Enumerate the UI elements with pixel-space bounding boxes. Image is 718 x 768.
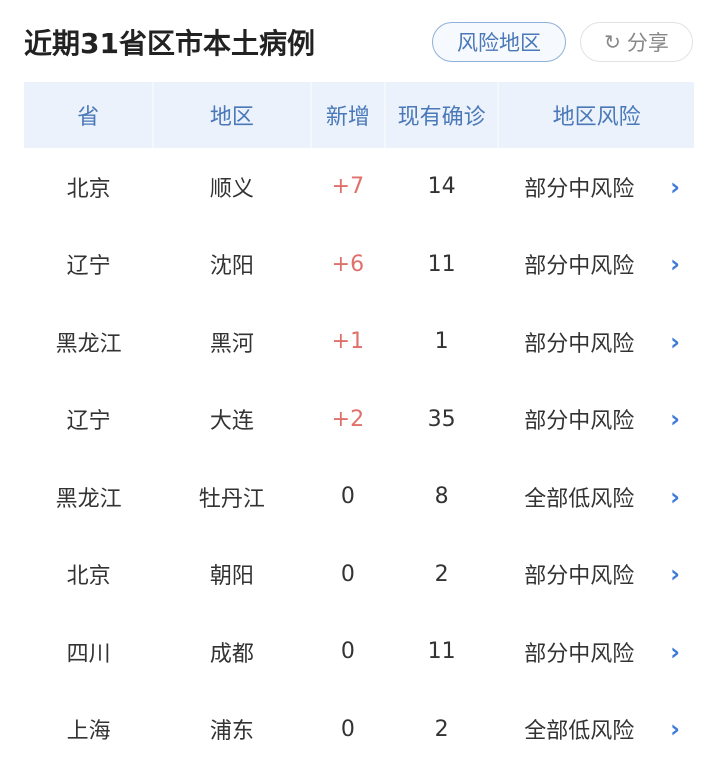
cell-new-cases: 0 <box>311 691 386 768</box>
cell-risk-level[interactable]: 部分中风险 › <box>498 226 694 304</box>
chevron-right-icon[interactable]: › <box>670 173 680 201</box>
cell-province: 上海 <box>24 691 153 768</box>
column-header-province: 省 <box>24 82 153 148</box>
risk-label: 部分中风险 <box>524 409 634 434</box>
cell-province: 黑龙江 <box>24 458 153 536</box>
cell-current-confirmed: 2 <box>385 691 498 768</box>
risk-label: 全部低风险 <box>524 487 634 512</box>
risk-label: 部分中风险 <box>524 332 634 357</box>
chevron-right-icon[interactable]: › <box>670 328 680 356</box>
cell-risk-level[interactable]: 部分中风险 › <box>498 536 694 614</box>
cell-region: 朝阳 <box>153 536 310 614</box>
cell-region: 牡丹江 <box>153 458 310 536</box>
cell-province: 黑龙江 <box>24 303 153 381</box>
page-title: 近期31省区市本土病例 <box>24 22 315 62</box>
risk-label: 部分中风险 <box>524 177 634 202</box>
cell-risk-level[interactable]: 全部低风险 › <box>498 691 694 768</box>
cell-current-confirmed: 11 <box>385 226 498 304</box>
cell-new-cases: +7 <box>311 148 386 226</box>
cell-current-confirmed: 1 <box>385 303 498 381</box>
share-button[interactable]: ↻分享 <box>580 22 693 62</box>
column-header-region: 地区 <box>153 82 310 148</box>
cell-new-cases: +2 <box>311 381 386 459</box>
cell-new-cases: +6 <box>311 226 386 304</box>
cell-region: 大连 <box>153 381 310 459</box>
chevron-right-icon[interactable]: › <box>670 638 680 666</box>
column-header-current-confirmed: 现有确诊 <box>385 82 498 148</box>
risk-label: 部分中风险 <box>524 642 634 667</box>
cell-current-confirmed: 14 <box>385 148 498 226</box>
cell-new-cases: 0 <box>311 458 386 536</box>
cell-region: 浦东 <box>153 691 310 768</box>
cell-current-confirmed: 35 <box>385 381 498 459</box>
cell-current-confirmed: 8 <box>385 458 498 536</box>
cell-province: 辽宁 <box>24 226 153 304</box>
cell-new-cases: 0 <box>311 536 386 614</box>
cell-risk-level[interactable]: 全部低风险 › <box>498 458 694 536</box>
cell-risk-level[interactable]: 部分中风险 › <box>498 613 694 691</box>
cell-region: 沈阳 <box>153 226 310 304</box>
cell-risk-level[interactable]: 部分中风险 › <box>498 303 694 381</box>
risk-area-button[interactable]: 风险地区 <box>432 22 566 62</box>
chevron-right-icon[interactable]: › <box>670 715 680 743</box>
risk-label: 部分中风险 <box>524 254 634 279</box>
cell-risk-level[interactable]: 部分中风险 › <box>498 381 694 459</box>
cell-province: 辽宁 <box>24 381 153 459</box>
share-icon: ↻ <box>604 30 621 54</box>
column-header-new-cases: 新增 <box>311 82 386 148</box>
chevron-right-icon[interactable]: › <box>670 483 680 511</box>
cell-region: 成都 <box>153 613 310 691</box>
chevron-right-icon[interactable]: › <box>670 250 680 278</box>
header: 近期31省区市本土病例 风险地区 ↻分享 <box>0 0 718 82</box>
chevron-right-icon[interactable]: › <box>670 405 680 433</box>
cell-new-cases: +1 <box>311 303 386 381</box>
cell-current-confirmed: 11 <box>385 613 498 691</box>
risk-label: 部分中风险 <box>524 564 634 589</box>
cell-province: 四川 <box>24 613 153 691</box>
risk-label: 全部低风险 <box>524 719 634 744</box>
cell-province: 北京 <box>24 536 153 614</box>
chevron-right-icon[interactable]: › <box>670 560 680 588</box>
column-header-risk-level: 地区风险 <box>498 82 694 148</box>
share-label: 分享 <box>627 27 669 57</box>
cell-new-cases: 0 <box>311 613 386 691</box>
cell-region: 黑河 <box>153 303 310 381</box>
cell-current-confirmed: 2 <box>385 536 498 614</box>
cell-province: 北京 <box>24 148 153 226</box>
cell-region: 顺义 <box>153 148 310 226</box>
cell-risk-level[interactable]: 部分中风险 › <box>498 148 694 226</box>
